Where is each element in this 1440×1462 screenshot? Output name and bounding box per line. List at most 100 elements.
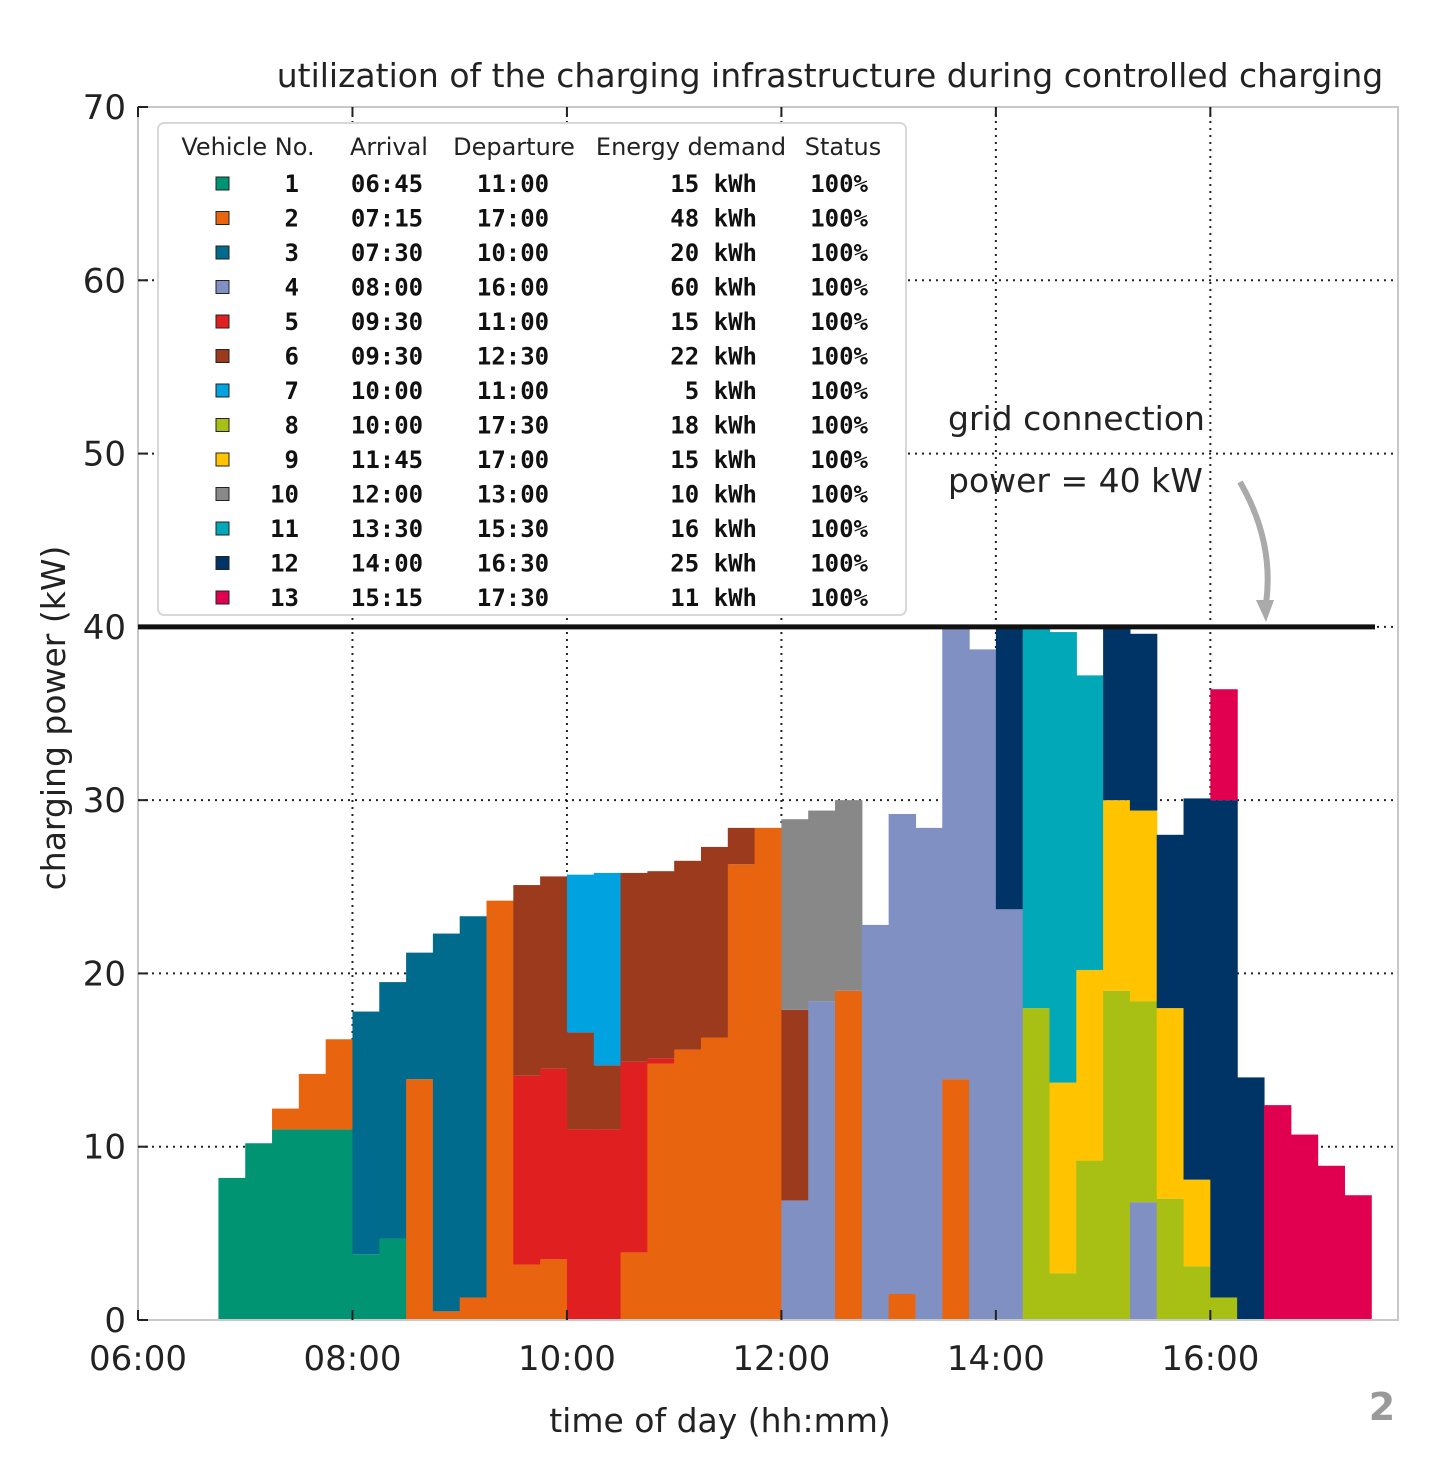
y-tick-label: 40 [83,608,126,648]
bar-segment-vehicle-3 [432,933,461,1312]
bar-segment-vehicle-1 [272,1129,300,1320]
plot-frame [137,106,1399,1321]
bar-segment-vehicle-4 [915,827,943,1320]
legend-cell: 10:00 [351,377,423,405]
chart-title: utilization of the charging infrastructu… [277,56,1384,95]
legend-cell: 17:30 [477,412,549,440]
bar-segment-vehicle-12 [1183,798,1211,1180]
bar-segment-vehicle-6 [674,860,702,1050]
legend-swatch-vehicle-13 [215,590,230,605]
legend-swatch-vehicle-9 [215,452,230,467]
legend-cell: 100% [810,584,868,612]
y-tick-label: 30 [83,781,126,821]
legend-cell: 15 kWh [670,446,757,474]
legend-cell: 10 kWh [670,481,757,509]
bar-segment-vehicle-12 [1237,1077,1265,1320]
bar-segment-vehicle-13 [1263,1105,1292,1320]
bar-segment-vehicle-9 [1156,1008,1185,1199]
legend-cell: 100% [810,343,868,371]
bar-segment-vehicle-3 [406,952,434,1080]
bar-segment-vehicle-1 [245,1143,273,1320]
bar-segment-vehicle-8 [1183,1266,1211,1320]
bar-segment-vehicle-8 [1156,1198,1185,1320]
bar-segment-vehicle-9 [1129,810,1158,1002]
bar-segment-vehicle-5 [513,1075,541,1265]
legend-cell: 15 kWh [670,170,757,198]
x-axis-label: time of day (hh:mm) [549,1401,891,1440]
bar-segment-vehicle-13 [1344,1195,1372,1320]
bar-segment-vehicle-13 [1210,689,1238,801]
legend-cell: 100% [810,377,868,405]
bar-segment-vehicle-12 [995,626,1024,910]
bar-segment-vehicle-11 [1049,632,1077,1083]
legend-cell: 48 kWh [670,205,757,233]
y-tick-label: 0 [104,1301,126,1341]
bar-segment-vehicle-13 [1317,1165,1345,1320]
legend-swatch-vehicle-11 [215,521,230,536]
bar-segment-vehicle-8 [1129,1001,1158,1203]
bar-segment-vehicle-11 [1022,626,1051,1009]
bar-segment-vehicle-6 [513,885,541,1076]
bar-segment-vehicle-8 [1103,990,1131,1320]
grid-limit: grid connection power = 40 kW [138,399,1375,630]
legend-cell: 17:30 [477,584,549,612]
legend-cell: 22 kWh [670,343,757,371]
bar-segment-vehicle-2 [620,1252,648,1320]
legend-cell: 5 [285,308,299,336]
bar-segment-vehicle-5 [620,1061,648,1253]
legend-cell: 09:30 [351,343,423,371]
bar-segment-vehicle-8 [1210,1297,1238,1320]
legend-swatch-vehicle-6 [215,349,230,363]
bar-segment-vehicle-12 [1129,633,1158,811]
legend-header: Status [805,133,881,161]
legend-cell: 100% [810,205,868,233]
x-tick-label: 06:00 [89,1339,187,1379]
legend-cell: 13:30 [351,515,423,543]
legend-header: Arrival [350,133,428,161]
legend-cell: 1 [285,170,299,198]
bar-segment-vehicle-3 [352,1011,380,1255]
bar-segment-vehicle-5 [647,1058,675,1064]
bar-segment-vehicle-10 [808,810,836,1002]
legend-cell: 100% [810,308,868,336]
legend-swatch-vehicle-5 [215,314,230,329]
bar-segment-vehicle-2 [272,1108,300,1130]
legend-cell: 6 [285,343,299,371]
legend-cell: 10 [270,481,299,509]
x-tick-label: 12:00 [732,1339,830,1379]
bar-segment-vehicle-6 [781,1009,809,1201]
bar-segment-vehicle-6 [566,1032,595,1130]
legend-cell: 2 [285,205,299,233]
legend-cell: 100% [810,239,868,267]
bar-segment-vehicle-5 [593,1129,622,1320]
legend-cell: 16:30 [477,550,549,578]
legend-cell: 15:15 [351,584,423,612]
bar-segment-vehicle-2 [674,1049,702,1320]
legend-cell: 10:00 [351,412,423,440]
legend-cell: 11:00 [477,308,549,336]
bar-segment-vehicle-1 [298,1129,327,1320]
legend-cell: 14:00 [351,550,423,578]
legend-cell: 18 kWh [670,412,757,440]
legend-cell: 11 [270,515,299,543]
legend-header: Vehicle No. [181,133,314,161]
bar-segment-vehicle-6 [727,827,756,865]
bar-segment-vehicle-2 [754,827,783,1320]
legend-cell: 07:30 [351,239,423,267]
legend-cell: 60 kWh [670,274,757,302]
legend-cell: 11:00 [477,170,549,198]
legend-cell: 100% [810,412,868,440]
legend-box [157,122,907,616]
legend-cell: 8 [285,412,299,440]
bar-segment-vehicle-8 [1049,1273,1077,1320]
legend-cell: 09:30 [351,308,423,336]
bar-segment-vehicle-2 [942,1079,970,1320]
bar-segment-vehicle-6 [647,871,675,1059]
legend-cell: 7 [285,377,299,405]
legend-cell: 12:30 [477,343,549,371]
legend-cell: 07:15 [351,205,423,233]
legend-cell: 16 kWh [670,515,757,543]
bar-segment-vehicle-13 [1290,1134,1319,1320]
bar-segment-vehicle-3 [379,982,407,1239]
legend-swatch-vehicle-1 [215,176,230,191]
